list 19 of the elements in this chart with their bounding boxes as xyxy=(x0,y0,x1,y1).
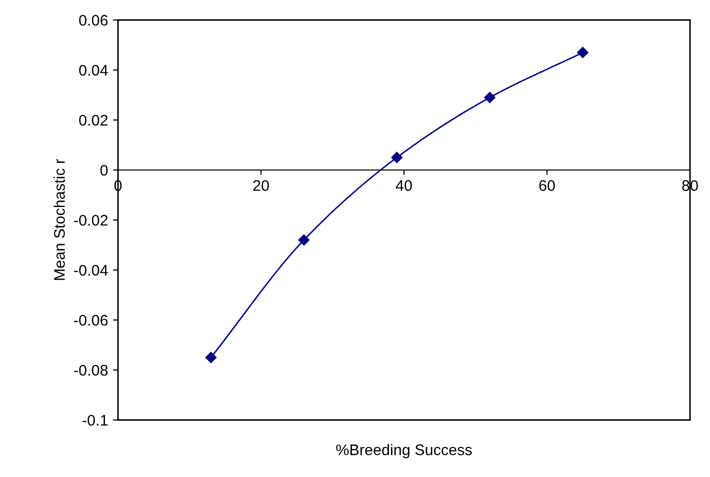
point xyxy=(484,92,496,104)
x-axis-title: %Breeding Success xyxy=(336,444,472,458)
y-axis-title: Mean Stochastic r xyxy=(54,159,65,280)
y-tick-label: 0 xyxy=(100,164,108,176)
y-tick-label: -0.04 xyxy=(74,264,108,276)
x-tick-label: 40 xyxy=(396,180,412,191)
x-tick-label: 20 xyxy=(253,180,269,191)
y-tick-label: 0.04 xyxy=(79,64,108,76)
y-tick-label: -0.1 xyxy=(82,414,108,426)
y-tick-label: -0.08 xyxy=(74,364,108,376)
y-tick-label: -0.02 xyxy=(74,214,108,226)
y-tick-label: 0.06 xyxy=(79,14,108,26)
point xyxy=(577,46,588,58)
point xyxy=(298,234,310,246)
y-tick-label: -0.06 xyxy=(74,314,108,326)
point xyxy=(391,152,402,164)
x-tick-label: 60 xyxy=(539,180,555,191)
point xyxy=(205,352,217,364)
y-tick-label: 0.02 xyxy=(79,114,108,126)
